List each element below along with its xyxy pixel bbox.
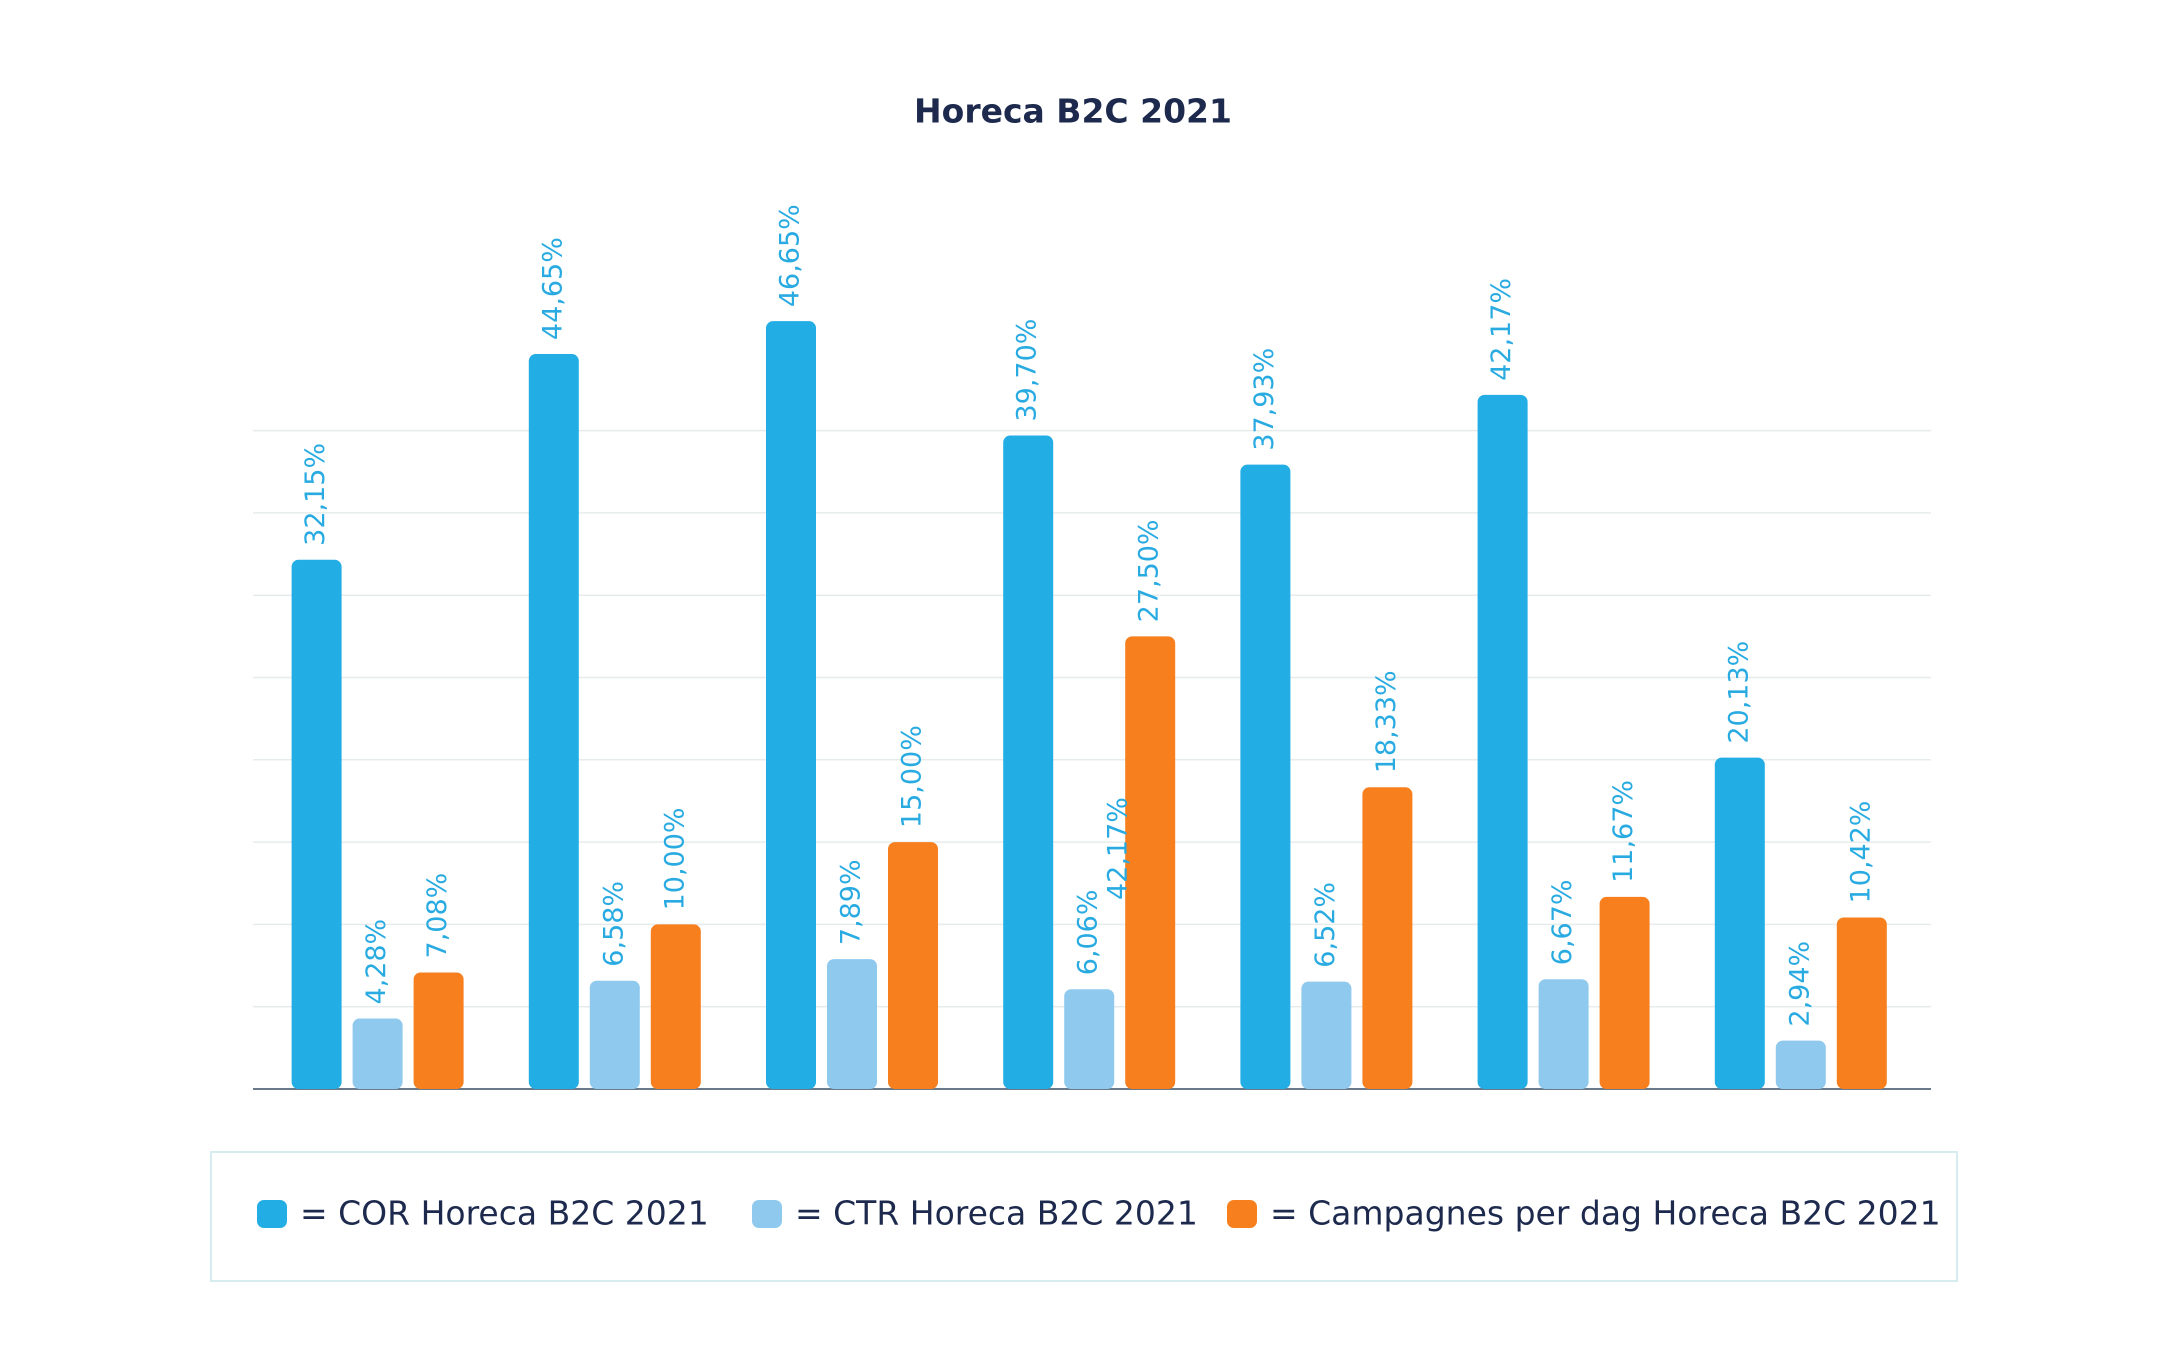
bar bbox=[1775, 1040, 1826, 1089]
legend-label: = COR Horeca B2C 2021 bbox=[300, 1194, 709, 1233]
value-label: 37,93% bbox=[1249, 348, 1280, 451]
value-label: 11,67% bbox=[1608, 780, 1639, 883]
value-label: 4,28% bbox=[361, 919, 392, 1005]
bar bbox=[1477, 394, 1528, 1089]
bar bbox=[1240, 464, 1291, 1089]
bar bbox=[1125, 636, 1176, 1089]
bar bbox=[291, 559, 342, 1089]
bar bbox=[1362, 787, 1413, 1089]
legend-swatch bbox=[752, 1200, 782, 1228]
value-label: 32,15% bbox=[300, 443, 331, 546]
value-label: 6,58% bbox=[598, 881, 629, 967]
bar bbox=[352, 1018, 403, 1089]
value-label: 10,42% bbox=[1845, 801, 1876, 904]
bar bbox=[888, 842, 938, 1089]
value-label: 7,89% bbox=[836, 859, 867, 945]
bar bbox=[1538, 979, 1589, 1089]
value-label: 2,94% bbox=[1784, 941, 1815, 1027]
bar bbox=[1714, 757, 1765, 1089]
value-label: 6,52% bbox=[1310, 882, 1341, 968]
legend-label: = Campagnes per dag Horeca B2C 2021 bbox=[1270, 1194, 1941, 1233]
bar bbox=[650, 924, 701, 1089]
chart-title: Horeca B2C 2021 bbox=[914, 92, 1232, 131]
bar bbox=[528, 354, 579, 1089]
bar bbox=[1064, 989, 1115, 1089]
value-label: 10,00% bbox=[659, 807, 690, 910]
bar bbox=[1599, 896, 1650, 1089]
bar bbox=[766, 321, 816, 1089]
legend-swatch bbox=[1227, 1200, 1257, 1228]
value-label: 7,08% bbox=[422, 873, 453, 959]
value-label: 15,00% bbox=[897, 725, 928, 828]
value-label: 6,67% bbox=[1547, 879, 1578, 965]
value-label: 39,70% bbox=[1012, 319, 1043, 422]
value-label: 6,06% bbox=[1073, 889, 1104, 975]
value-label: 18,33% bbox=[1371, 670, 1402, 773]
value-label: 20,13% bbox=[1723, 641, 1754, 744]
bar bbox=[413, 972, 464, 1089]
legend-swatch bbox=[257, 1200, 287, 1228]
value-label: 46,65% bbox=[775, 204, 806, 307]
bar bbox=[1003, 435, 1054, 1090]
value-label: 27,50% bbox=[1134, 519, 1165, 622]
legend-box bbox=[210, 1151, 1958, 1282]
value-label: 42,17% bbox=[1486, 278, 1517, 381]
value-label: 44,65% bbox=[537, 237, 568, 340]
bar bbox=[589, 980, 640, 1089]
legend-label: = CTR Horeca B2C 2021 bbox=[795, 1194, 1198, 1233]
annotation: 42,17% bbox=[1103, 797, 1134, 900]
bar bbox=[827, 959, 877, 1089]
bar bbox=[1301, 981, 1352, 1089]
bar bbox=[1836, 917, 1887, 1089]
